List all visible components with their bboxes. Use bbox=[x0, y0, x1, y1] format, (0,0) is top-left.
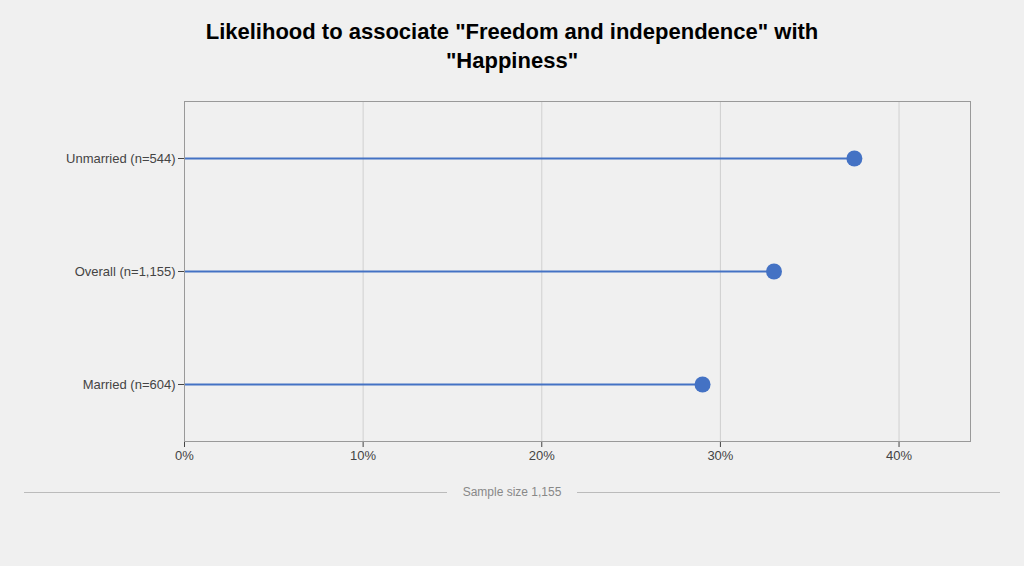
svg-text:40%: 40% bbox=[886, 448, 912, 463]
svg-text:10%: 10% bbox=[350, 448, 376, 463]
html-text:Sample size 1,155: Sample size 1,155 bbox=[462, 485, 562, 500]
svg-text:30%: 30% bbox=[707, 448, 733, 463]
svg-text:0%: 0% bbox=[175, 448, 194, 463]
svg-text:Overall (n=1,155): Overall (n=1,155) bbox=[75, 264, 176, 279]
html-text:Likelihood to associate "Freed: Likelihood to associate "Freedom and ind… bbox=[205, 19, 819, 73]
svg-text:20%: 20% bbox=[529, 448, 555, 463]
svg-text:Married (n=604): Married (n=604) bbox=[83, 377, 176, 392]
svg-text:Unmarried (n=544): Unmarried (n=544) bbox=[66, 151, 175, 166]
